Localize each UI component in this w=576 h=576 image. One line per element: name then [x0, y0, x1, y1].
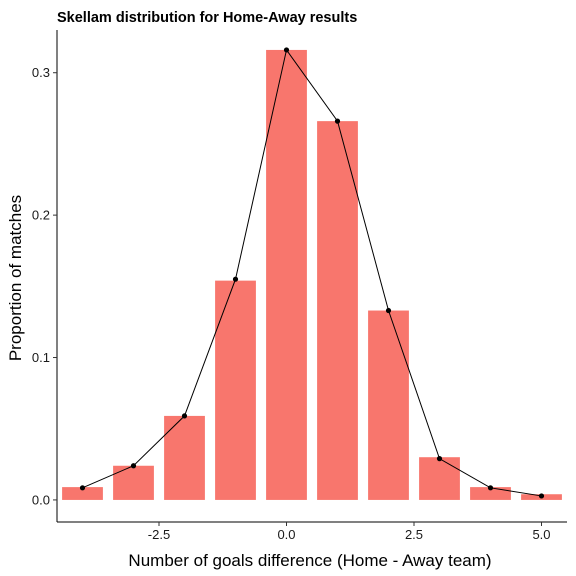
bar [317, 121, 358, 500]
line-point [130, 463, 137, 469]
y-tick-label: 0.0 [32, 492, 50, 507]
x-axis-label: Number of goals difference (Home - Away … [128, 551, 491, 570]
line-point [436, 456, 443, 462]
y-tick-label: 0.3 [32, 65, 50, 80]
x-tick-label: 2.5 [405, 527, 423, 542]
bar [470, 487, 511, 500]
line-point [334, 118, 341, 124]
x-tick-label: 0.0 [277, 527, 295, 542]
line-point [283, 47, 290, 53]
bar [419, 457, 460, 500]
line-point [79, 485, 86, 491]
line-point [487, 485, 494, 491]
y-axis-ticks: 0.0 0.1 0.2 0.3 [32, 65, 57, 507]
x-tick-label: 5.0 [532, 527, 550, 542]
y-axis-label: Proportion of matches [6, 195, 25, 361]
bar [368, 310, 409, 500]
line-point [232, 276, 239, 282]
bar [164, 415, 205, 500]
y-tick-label: 0.2 [32, 208, 50, 223]
y-tick-label: 0.1 [32, 350, 50, 365]
line-point [181, 413, 188, 419]
x-axis-ticks: -2.5 0.0 2.5 5.0 [148, 522, 551, 542]
line-series [79, 47, 545, 499]
x-tick-label: -2.5 [148, 527, 170, 542]
bar [215, 280, 256, 500]
bar [113, 465, 154, 500]
bar [62, 487, 103, 500]
line-point [385, 307, 392, 314]
line-path [82, 48, 542, 497]
line-point [538, 493, 545, 499]
bar-series [62, 49, 562, 500]
chart-title: Skellam distribution for Home-Away resul… [57, 10, 357, 26]
axes [56, 30, 567, 523]
bar [266, 49, 307, 500]
